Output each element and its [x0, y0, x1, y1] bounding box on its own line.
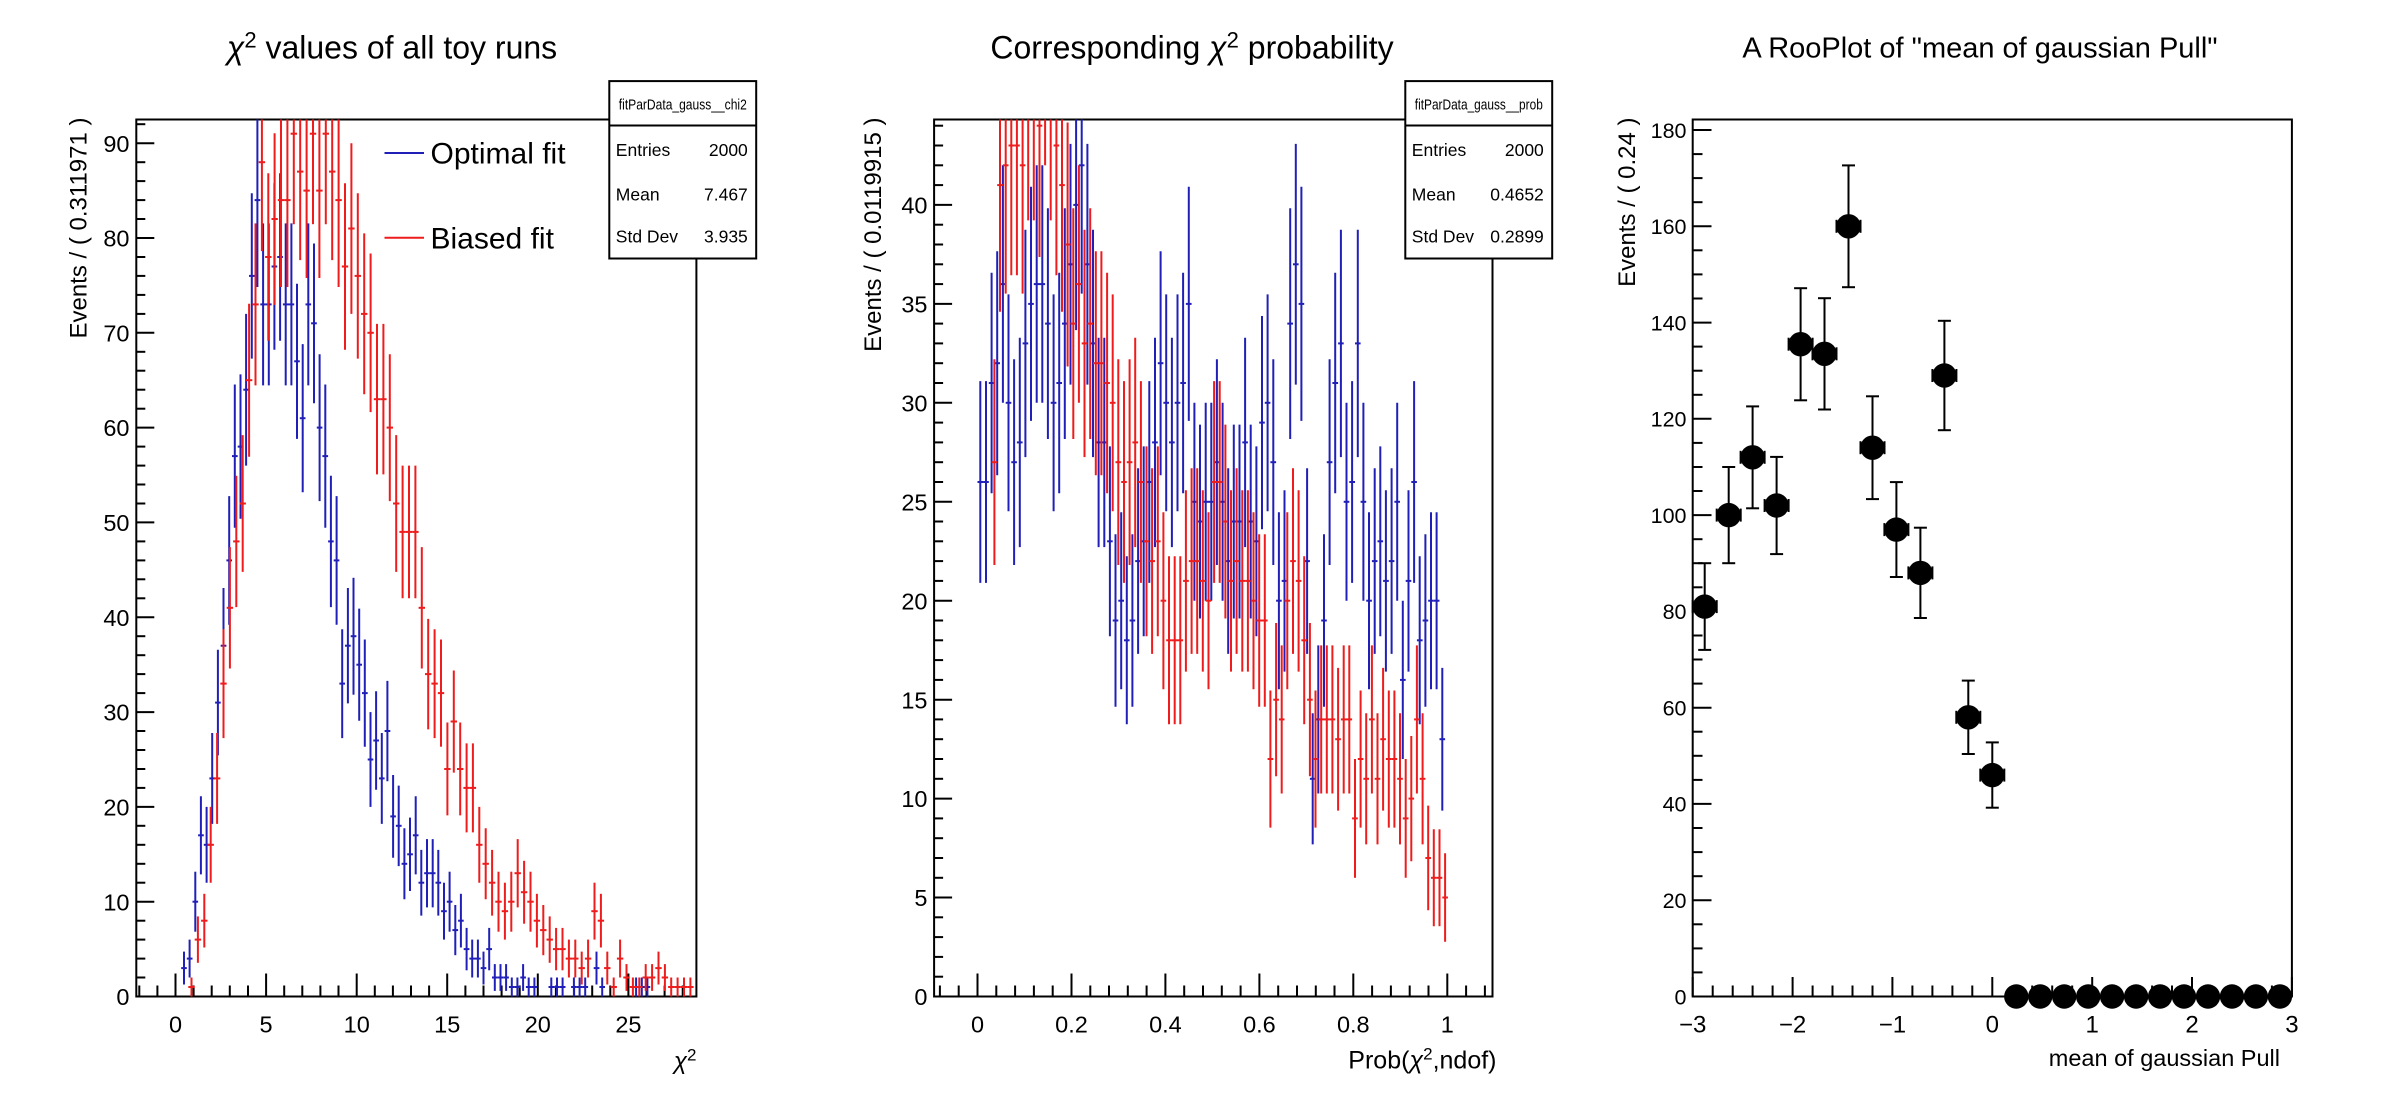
svg-text:0.2899: 0.2899 [1490, 227, 1544, 247]
svg-text:20: 20 [103, 795, 129, 821]
svg-text:2000: 2000 [1505, 140, 1544, 160]
svg-text:Prob(χ2,ndof): Prob(χ2,ndof) [1348, 1045, 1496, 1075]
svg-text:40: 40 [901, 193, 927, 219]
svg-text:160: 160 [1651, 215, 1687, 239]
svg-text:Entries: Entries [616, 140, 671, 160]
svg-text:10: 10 [103, 889, 129, 915]
svg-text:0: 0 [1675, 985, 1687, 1009]
svg-text:Biased fit: Biased fit [431, 223, 555, 256]
svg-text:A RooPlot of "mean of gaussian: A RooPlot of "mean of gaussian Pull" [1742, 33, 2217, 65]
svg-text:Corresponding χ2 probability: Corresponding χ2 probability [990, 28, 1393, 66]
svg-text:3: 3 [2285, 1011, 2298, 1038]
svg-text:60: 60 [1663, 697, 1687, 721]
svg-text:0: 0 [169, 1012, 182, 1038]
svg-text:10: 10 [344, 1012, 370, 1038]
svg-text:7.467: 7.467 [704, 185, 748, 205]
svg-text:Events / ( 0.24 ): Events / ( 0.24 ) [1614, 118, 1641, 287]
svg-text:80: 80 [103, 226, 129, 252]
svg-text:fitParData_gauss__chi2: fitParData_gauss__chi2 [619, 97, 747, 114]
svg-text:0: 0 [914, 984, 927, 1010]
svg-text:60: 60 [103, 415, 129, 441]
svg-text:50: 50 [103, 510, 129, 536]
svg-text:40: 40 [103, 605, 129, 631]
svg-text:180: 180 [1651, 119, 1687, 143]
svg-text:5: 5 [914, 885, 927, 911]
svg-text:30: 30 [901, 390, 927, 416]
svg-text:5: 5 [260, 1012, 273, 1038]
svg-text:40: 40 [1663, 793, 1687, 817]
svg-text:25: 25 [901, 489, 927, 515]
svg-text:Events / ( 0.311971 ): Events / ( 0.311971 ) [66, 118, 93, 339]
svg-text:25: 25 [615, 1012, 641, 1038]
svg-text:Mean: Mean [1412, 185, 1456, 205]
svg-text:10: 10 [901, 786, 927, 812]
svg-text:90: 90 [103, 131, 129, 157]
svg-text:−1: −1 [1879, 1011, 1906, 1038]
svg-text:χ2: χ2 [672, 1046, 697, 1076]
svg-text:Std Dev: Std Dev [1412, 227, 1474, 247]
svg-text:3.935: 3.935 [704, 227, 748, 247]
svg-text:15: 15 [434, 1012, 460, 1038]
svg-text:15: 15 [901, 687, 927, 713]
svg-text:35: 35 [901, 292, 927, 318]
svg-text:0.8: 0.8 [1337, 1012, 1370, 1038]
svg-text:0: 0 [116, 984, 129, 1010]
svg-text:2000: 2000 [709, 140, 748, 160]
svg-text:120: 120 [1651, 408, 1687, 432]
svg-text:0.4652: 0.4652 [1490, 185, 1544, 205]
svg-text:1: 1 [2086, 1011, 2099, 1038]
svg-text:mean of gaussian Pull: mean of gaussian Pull [2049, 1045, 2280, 1071]
svg-text:0: 0 [1986, 1011, 1999, 1038]
svg-text:0.6: 0.6 [1243, 1012, 1276, 1038]
svg-text:Entries: Entries [1412, 140, 1467, 160]
svg-text:Optimal fit: Optimal fit [431, 138, 567, 171]
svg-text:χ2 values of all toy runs: χ2 values of all toy runs [224, 28, 557, 66]
svg-text:0: 0 [971, 1012, 984, 1038]
svg-text:30: 30 [103, 700, 129, 726]
svg-text:20: 20 [1663, 889, 1687, 913]
svg-text:70: 70 [103, 320, 129, 346]
svg-text:100: 100 [1651, 504, 1687, 528]
svg-text:80: 80 [1663, 600, 1687, 624]
svg-text:0.4: 0.4 [1149, 1012, 1182, 1038]
svg-text:20: 20 [901, 588, 927, 614]
svg-text:0.2: 0.2 [1055, 1012, 1088, 1038]
svg-text:20: 20 [525, 1012, 551, 1038]
svg-text:2: 2 [2185, 1011, 2198, 1038]
svg-text:fitParData_gauss__prob: fitParData_gauss__prob [1415, 97, 1543, 114]
svg-text:−2: −2 [1779, 1011, 1806, 1038]
svg-text:Events / ( 0.0119915 ): Events / ( 0.0119915 ) [860, 118, 887, 352]
svg-text:1: 1 [1441, 1012, 1454, 1038]
svg-text:−3: −3 [1679, 1011, 1706, 1038]
svg-text:Std Dev: Std Dev [616, 227, 678, 247]
svg-text:Mean: Mean [616, 185, 660, 205]
svg-text:140: 140 [1651, 311, 1687, 335]
